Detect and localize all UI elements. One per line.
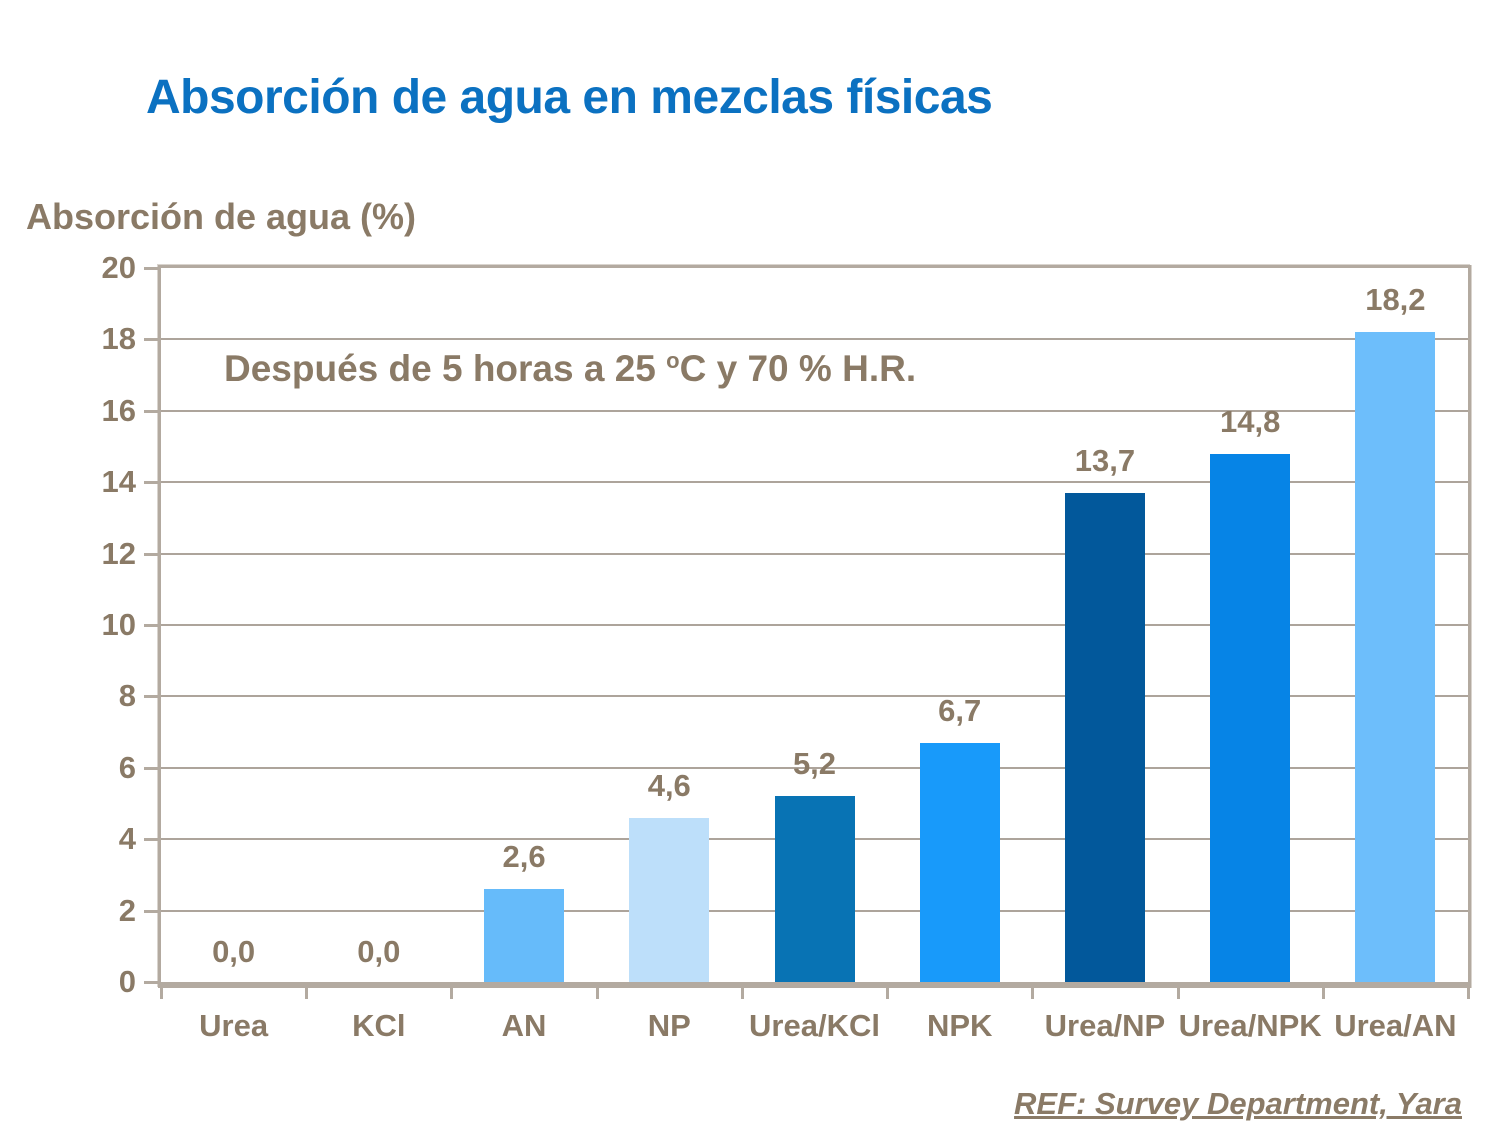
y-tick-label: 16 bbox=[101, 392, 136, 428]
x-tick-mark bbox=[450, 988, 454, 999]
bar-value-label: 14,8 bbox=[1219, 404, 1281, 439]
y-tick-mark bbox=[144, 338, 158, 342]
bar bbox=[919, 743, 1000, 982]
gridline bbox=[161, 409, 1468, 412]
x-category-label: Urea/NP bbox=[1044, 1008, 1166, 1043]
y-tick-mark bbox=[144, 909, 158, 913]
bar bbox=[1064, 493, 1145, 982]
y-tick-mark bbox=[144, 981, 158, 984]
x-category-label: Urea/NPK bbox=[1178, 1008, 1322, 1043]
gridline bbox=[161, 695, 1468, 698]
y-tick-mark bbox=[144, 695, 158, 699]
y-tick-label: 10 bbox=[101, 607, 136, 642]
y-tick-mark bbox=[144, 481, 158, 485]
x-tick-mark bbox=[1176, 988, 1180, 999]
x-tick-mark bbox=[595, 988, 599, 999]
x-tick-mark bbox=[740, 988, 744, 999]
annotation-text-suffix: C y 70 % H.R. bbox=[679, 348, 917, 389]
x-tick-mark bbox=[1467, 988, 1470, 999]
gridline bbox=[161, 481, 1468, 484]
gridline bbox=[161, 624, 1468, 626]
x-category-label: Urea/KCl bbox=[749, 1008, 880, 1043]
y-tick-label: 4 bbox=[118, 821, 136, 857]
y-tick-label: 14 bbox=[101, 464, 136, 500]
gridline bbox=[161, 552, 1468, 555]
x-tick-mark bbox=[886, 988, 890, 999]
bar-value-label: 5,2 bbox=[792, 746, 837, 781]
bar bbox=[484, 889, 565, 982]
bar bbox=[629, 818, 710, 982]
y-tick-label: 8 bbox=[118, 678, 136, 714]
y-tick-mark bbox=[144, 838, 158, 842]
bar bbox=[1210, 454, 1291, 982]
x-tick-mark bbox=[1321, 988, 1325, 999]
chart-annotation: Después de 5 horas a 25 oC y 70 % H.R. bbox=[224, 348, 916, 390]
y-tick-label: 0 bbox=[118, 964, 136, 999]
y-tick-label: 12 bbox=[101, 535, 136, 571]
y-axis-title: Absorción de agua (%) bbox=[26, 196, 417, 237]
y-tick-label: 2 bbox=[118, 892, 136, 928]
bar-value-label: 0,0 bbox=[357, 934, 401, 969]
reference-footer: REF: Survey Department, Yara bbox=[1014, 1086, 1462, 1121]
y-tick-mark bbox=[144, 267, 158, 270]
y-tick-mark bbox=[144, 552, 158, 556]
x-tick-mark bbox=[305, 988, 309, 999]
x-category-label: NPK bbox=[926, 1008, 993, 1043]
x-category-label: AN bbox=[501, 1008, 547, 1043]
x-category-label: Urea/AN bbox=[1334, 1008, 1457, 1043]
annotation-superscript: o bbox=[666, 348, 680, 373]
annotation-text-prefix: Después de 5 horas a 25 bbox=[224, 348, 667, 389]
bar bbox=[774, 796, 855, 982]
bar-value-label: 2,6 bbox=[502, 839, 546, 874]
x-tick-mark bbox=[1031, 988, 1035, 999]
x-category-label: Urea bbox=[199, 1008, 269, 1043]
bar-value-label: 13,7 bbox=[1074, 443, 1136, 478]
y-tick-mark bbox=[144, 409, 158, 413]
y-tick-label: 6 bbox=[118, 749, 136, 785]
plot-area: 0,0 0,0 2,6 4,6 5,2 6,7 13,7 14,8 18,2 bbox=[158, 265, 1471, 988]
bar-value-label: 18,2 bbox=[1365, 282, 1426, 317]
bar-value-label: 6,7 bbox=[938, 693, 982, 728]
chart-title: Absorción de agua en mezclas físicas bbox=[146, 71, 993, 124]
bar-value-label: 4,6 bbox=[647, 768, 691, 803]
y-tick-label: 20 bbox=[101, 250, 136, 285]
y-tick-mark bbox=[144, 624, 158, 627]
gridline bbox=[161, 338, 1468, 341]
x-tick-mark bbox=[160, 988, 163, 999]
gridline bbox=[161, 766, 1468, 769]
bar-value-label: 0,0 bbox=[212, 934, 256, 969]
x-category-label: NP bbox=[647, 1008, 691, 1043]
y-tick-mark bbox=[144, 766, 158, 770]
bar bbox=[1355, 332, 1436, 982]
x-category-label: KCl bbox=[352, 1008, 406, 1043]
y-tick-label: 18 bbox=[101, 321, 136, 357]
